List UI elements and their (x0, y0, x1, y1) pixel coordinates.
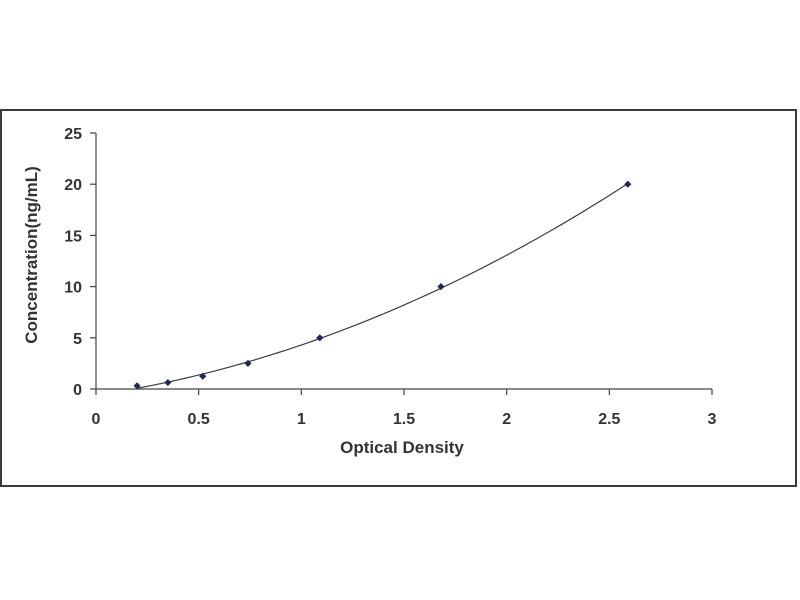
x-tick-label: 2.5 (598, 411, 620, 428)
ticks: 0 0.5 1 1.5 2 2.5 3 0 5 10 15 20 25 (64, 126, 716, 428)
fit-curve-layer (136, 183, 629, 389)
chart-frame (0, 109, 797, 487)
data-point (164, 378, 172, 387)
y-tick-label: 5 (73, 331, 82, 348)
data-point (244, 359, 252, 367)
data-point (624, 180, 632, 188)
x-tick-label: 0 (92, 411, 101, 428)
data-point (437, 283, 445, 291)
x-tick-label: 2 (502, 411, 511, 428)
x-tick-label: 1.5 (393, 411, 415, 428)
x-tick-label: 3 (708, 411, 717, 428)
data-points (133, 180, 632, 390)
y-tick-label: 0 (73, 382, 82, 399)
data-point (316, 334, 324, 342)
y-axis-title: Concentration(ng/mL) (22, 166, 41, 344)
x-axis-title: Optical Density (340, 438, 464, 457)
x-tick-label: 0.5 (188, 411, 210, 428)
y-tick-label: 10 (64, 280, 82, 297)
y-tick-label: 25 (64, 126, 82, 143)
fit-curve (136, 183, 629, 389)
axes (95, 133, 712, 390)
y-tick-label: 20 (64, 177, 82, 194)
y-tick-label: 15 (64, 228, 82, 245)
data-point (199, 372, 207, 380)
x-tick-label: 1 (297, 411, 306, 428)
data-point (133, 382, 141, 390)
